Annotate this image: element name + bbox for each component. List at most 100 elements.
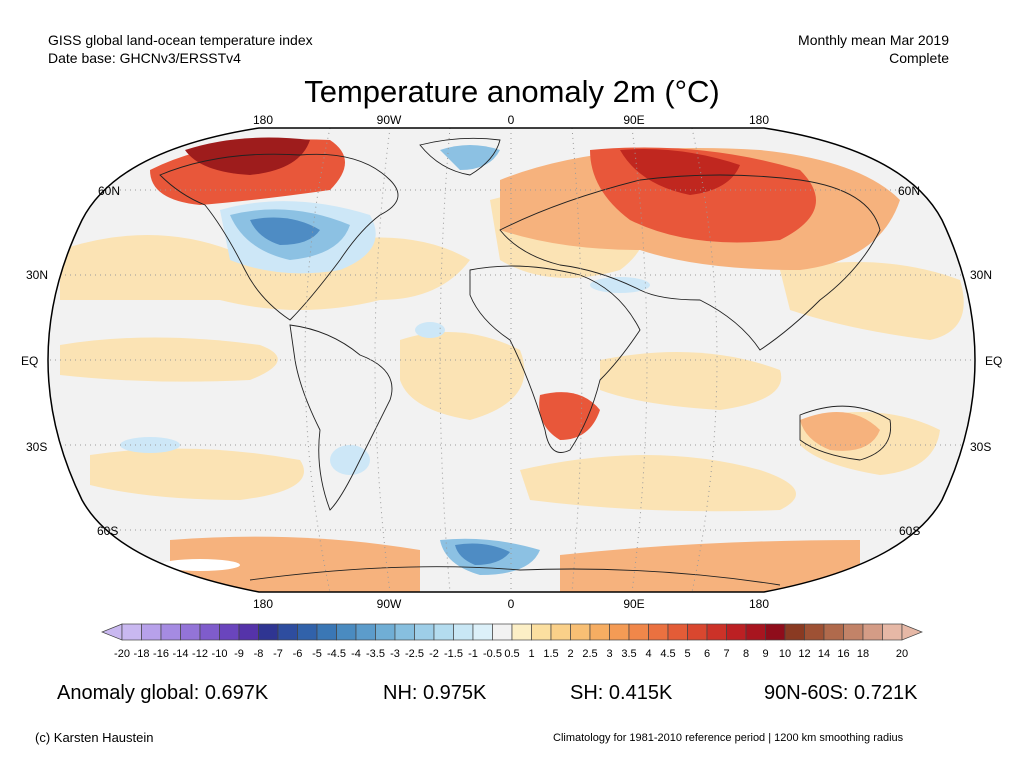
header-right: Monthly mean Mar 2019 Complete [798,31,949,67]
warm-band-south [560,540,860,592]
lat-label-left-eq: EQ [21,354,39,368]
footer-note: Climatology for 1981-2010 reference peri… [553,732,904,744]
lon-label-bottom-90w: 90W [376,597,402,611]
colorbar-swatch [336,623,357,641]
colorbar-swatch [843,623,864,641]
colorbar-swatch [121,623,142,641]
colorbar-tick-label: -3.5 [366,648,385,660]
colorbar-tick-label: 20 [896,648,908,660]
colorbar-arrow-high [901,623,923,641]
colorbar-tick-label: -12 [192,648,208,660]
colorbar-swatch [570,623,591,641]
cool-spot [590,277,650,293]
colorbar-tick-label: -14 [173,648,189,660]
period-label: Monthly mean Mar 2019 [798,32,949,48]
colorbar-swatch [316,623,337,641]
lon-label-bottom-180e: 180 [748,597,770,611]
colorbar-labels: -20 -18 -16 -14 -12 -10 -9 -8 -7 -6 -5 -4.5 -4 -3.5 -3… [114,648,908,660]
colorbar-swatch [531,623,552,641]
colorbar-tick-label: -20 [114,648,130,660]
lat-label-right-60s: 60S [899,524,921,538]
colorbar-swatch [784,623,805,641]
colorbar-swatch [726,623,747,641]
colorbar-swatch [375,623,396,641]
map-title: Temperature anomaly 2m (°C) [304,74,720,109]
colorbar-tick-label: 18 [857,648,869,660]
colorbar-swatch [492,623,513,641]
colorbar-swatch [297,623,318,641]
colorbar-swatch [706,623,727,641]
colorbar-tick-label: -16 [153,648,169,660]
lat-label-right-eq: EQ [985,354,1003,368]
colorbar-swatch [804,623,825,641]
colorbar-swatch [199,623,220,641]
cool-spot [415,322,445,338]
colorbar-tick-label: -2 [429,648,439,660]
warm-patch [520,455,796,512]
data-base-label: Date base: GHCNv3/ERSSTv4 [48,50,241,66]
colorbar-swatch [472,623,493,641]
lon-label-top-90w: 90W [376,113,402,127]
colorbar-tick-label: -1 [468,648,478,660]
alaska-extreme [185,137,310,175]
warm-patch [90,448,304,500]
colorbar-tick-label: 3.5 [621,648,636,660]
anomaly-map [47,127,976,593]
colorbar-swatch [453,623,474,641]
colorbar-tick-label: -0.5 [483,648,502,660]
colorbar-tick-label: 3 [606,648,612,660]
colorbar-tick-label: -4.5 [327,648,346,660]
colorbar-swatch [648,623,669,641]
colorbar-tick-label: 2.5 [582,648,597,660]
colorbar-tick-label: 0.5 [504,648,519,660]
colorbar-tick-label: 4 [645,648,651,660]
warm-patch [60,337,278,382]
colorbar-swatch [862,623,883,641]
lat-label-left-60n: 60N [98,184,121,198]
colorbar-tick-label: 5 [684,648,690,660]
completeness-label: Complete [889,50,949,66]
colorbar-swatch [355,623,376,641]
colorbar-swatch [765,623,786,641]
lon-label-bottom-0: 0 [507,597,515,611]
lat-label-left-60s: 60S [97,524,119,538]
lat-label-left-30n: 30N [26,268,49,282]
colorbar-swatch [882,623,903,641]
colorbar-tick-label: 1 [528,648,534,660]
colorbar-tick-label: 4.5 [660,648,675,660]
siberia-extreme [620,149,740,195]
warm-band-south [170,536,420,592]
colorbar-tick-label: -10 [212,648,228,660]
graticule [48,128,975,592]
warm-patch [400,332,525,420]
north-america-coldest [250,217,320,245]
colorbar-swatch [628,623,649,641]
credit: (c) Karsten Haustein [35,730,154,745]
colorbar-swatch [823,623,844,641]
colorbar-swatch [550,623,571,641]
stat-arctic: 90N-60S: 0.721K [764,682,918,704]
colorbar-tick-label: -8 [254,648,264,660]
colorbar-tick-label: 7 [723,648,729,660]
colorbar-tick-label: 14 [818,648,830,660]
dataset-title: GISS global land-ocean temperature index [48,32,313,48]
colorbar-swatch [258,623,279,641]
colorbar-swatch [433,623,454,641]
stat-nh: NH: 0.975K [383,682,487,704]
colorbar-tick-label: 8 [743,648,749,660]
lat-label-right-60n: 60N [898,184,921,198]
colorbar-tick-label: -1.5 [444,648,463,660]
north-america-outline [159,153,399,321]
colorbar-swatch [141,623,162,641]
warm-patch [780,262,964,340]
colorbar-tick-label: -18 [134,648,150,660]
colorbar-tick-label: -3 [390,648,400,660]
warm-patch [600,352,782,410]
colorbar-swatch [219,623,240,641]
colorbar-swatch [745,623,766,641]
colorbar-tick-label: 9 [762,648,768,660]
lat-label-right-30s: 30S [970,440,992,454]
greenland-outline [419,137,501,176]
colorbar-tick-label: -4 [351,648,361,660]
antarctic-cold [455,543,510,565]
